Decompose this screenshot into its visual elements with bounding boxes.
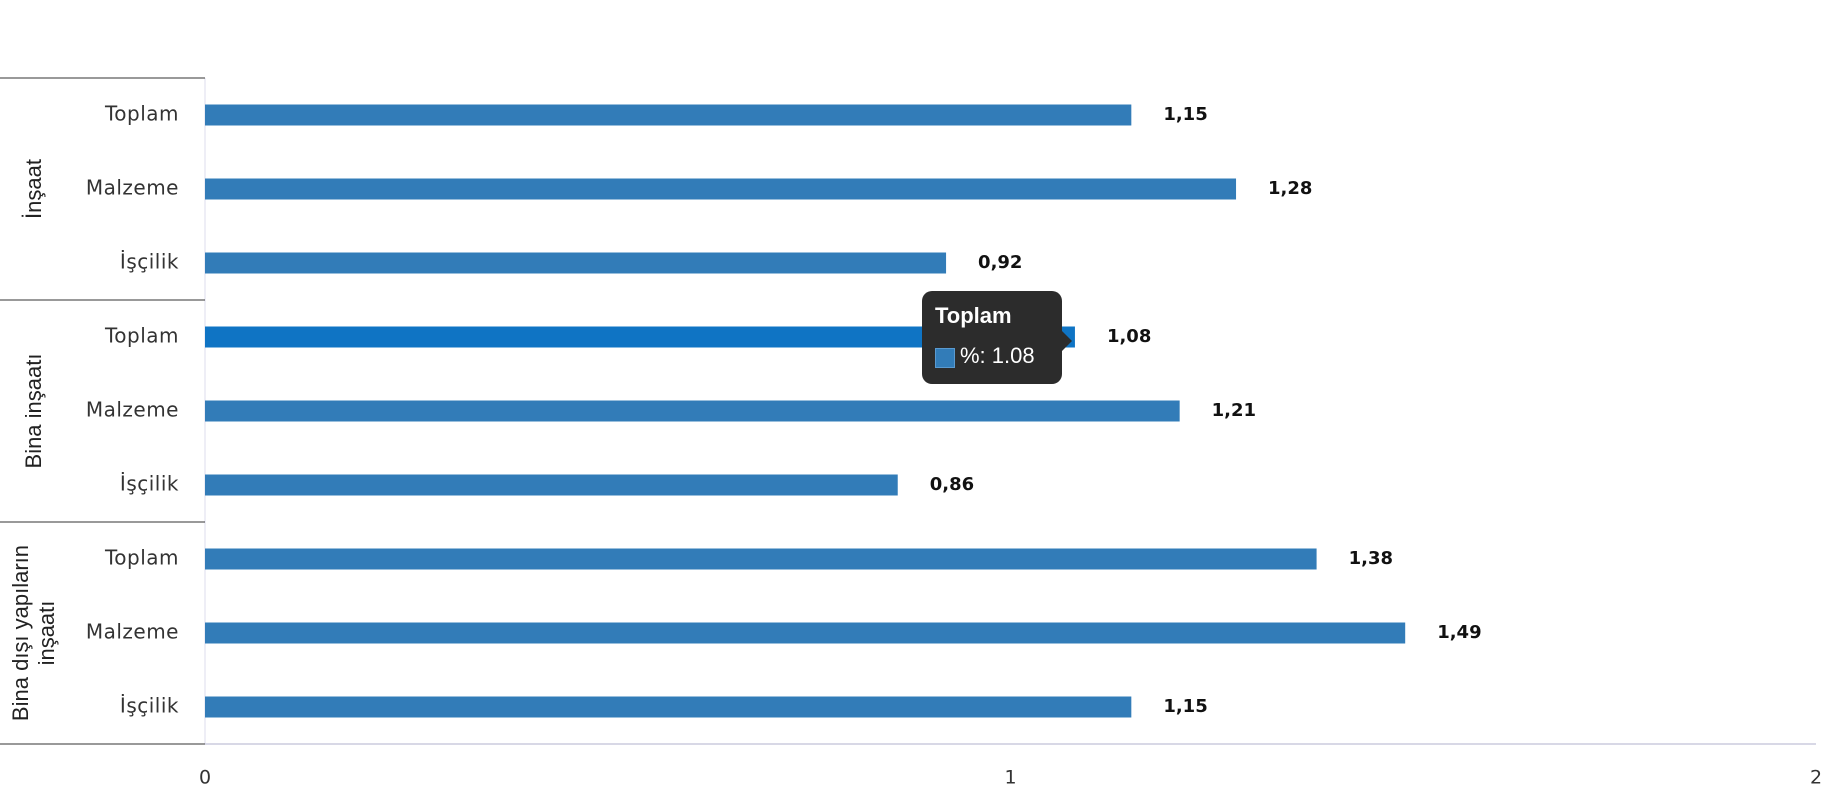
y-tick-label: İşçilik <box>120 250 179 274</box>
x-tick-label: 2 <box>1810 767 1822 789</box>
value-label: 1,49 <box>1437 622 1481 643</box>
y-tick-label: İşçilik <box>120 472 179 496</box>
bar <box>205 252 947 274</box>
bar <box>205 696 1132 718</box>
tooltip-swatch <box>935 348 955 368</box>
tooltip: Toplam %: 1.08 <box>922 291 1072 384</box>
value-label: 1,21 <box>1212 400 1256 421</box>
bar <box>205 400 1180 422</box>
y-tick-label: Malzeme <box>86 398 179 422</box>
x-tick-label: 1 <box>1004 767 1016 789</box>
value-label: 1,28 <box>1268 178 1312 199</box>
value-label: 0,92 <box>978 252 1022 273</box>
bar <box>205 474 898 496</box>
group-label: Bina dışı yapıların inşaatı <box>8 544 59 722</box>
bar <box>205 548 1317 570</box>
tooltip-text: %: 1.08 <box>960 343 1035 368</box>
bar <box>205 622 1406 644</box>
value-label: 1,08 <box>1107 326 1151 347</box>
bar <box>205 104 1132 126</box>
tooltip-title: Toplam <box>935 303 1012 328</box>
value-label: 1,15 <box>1163 696 1207 717</box>
value-label: 0,86 <box>930 474 974 495</box>
x-tick-label: 0 <box>199 767 211 789</box>
value-label: 1,15 <box>1163 104 1207 125</box>
group-label: Bina inşaatı <box>21 353 46 469</box>
y-tick-label: Malzeme <box>86 176 179 200</box>
y-tick-label: Malzeme <box>86 620 179 644</box>
bar <box>205 178 1237 200</box>
y-tick-label: İşçilik <box>120 694 179 718</box>
value-label: 1,38 <box>1349 548 1393 569</box>
group-label: İnşaat <box>21 159 46 219</box>
y-tick-label: Toplam <box>104 324 179 348</box>
bar <box>205 326 1075 348</box>
y-tick-label: Toplam <box>104 102 179 126</box>
y-tick-label: Toplam <box>104 546 179 570</box>
